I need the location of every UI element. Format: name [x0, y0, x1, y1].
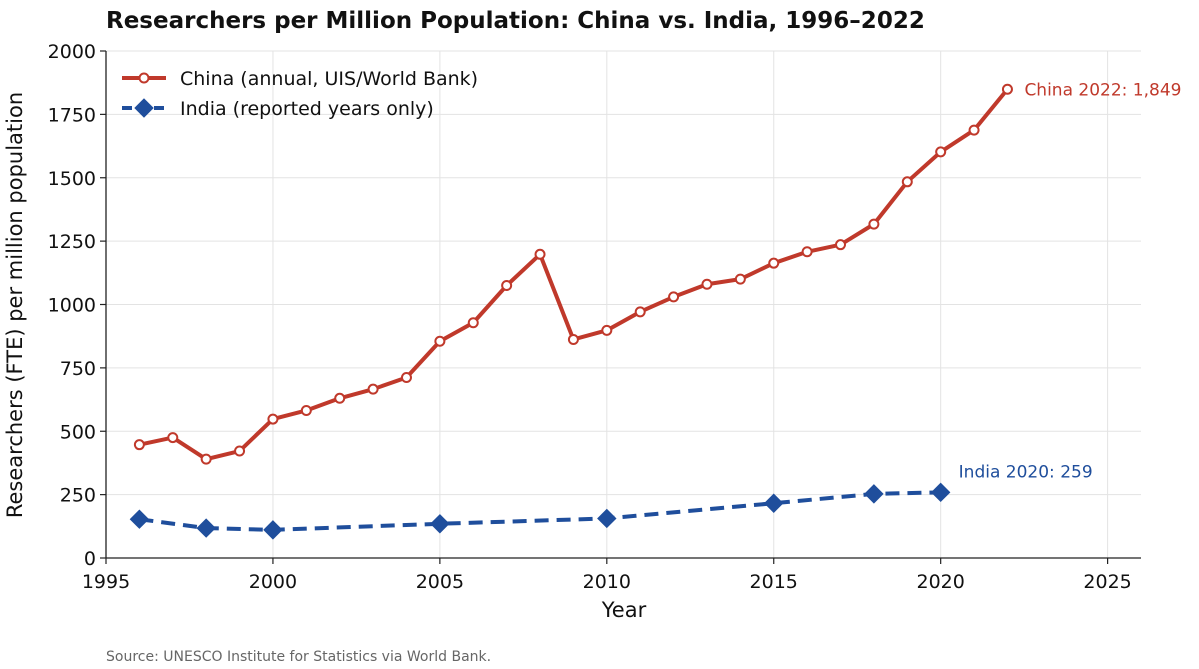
- data-point: [1001, 83, 1013, 95]
- chart-title: Researchers per Million Population: Chin…: [106, 8, 925, 34]
- data-point: [567, 333, 579, 345]
- data-point: [367, 383, 379, 395]
- y-axis-label: Researchers (FTE) per million population: [3, 92, 27, 518]
- data-point: [501, 279, 513, 291]
- data-point: [601, 324, 613, 336]
- legend-marker: [134, 98, 154, 118]
- y-tick-label: 750: [60, 358, 96, 380]
- source-note: Source: UNESCO Institute for Statistics …: [106, 649, 491, 665]
- series-layer: [129, 83, 1013, 540]
- data-point: [200, 453, 212, 465]
- y-tick-label: 1500: [48, 168, 96, 190]
- y-tick-label: 1250: [48, 231, 96, 253]
- series-line: [137, 87, 1010, 462]
- data-point: [597, 508, 617, 529]
- annotation-label: India 2020: 259: [959, 462, 1093, 482]
- annotations: China 2022: 1,849 India 2020: 259: [959, 80, 1182, 482]
- data-point: [935, 146, 947, 158]
- y-tick-label: 1750: [48, 104, 96, 126]
- legend-label: India (reported years only): [180, 98, 434, 120]
- data-point: [434, 335, 446, 347]
- y-tick-label: 1000: [48, 295, 96, 317]
- legend: China (annual, UIS/World Bank) India (rep…: [122, 68, 478, 120]
- axes: 0 250 500 750 1000 1250 1500 1750 2000 1995 2000 20…: [48, 41, 1141, 593]
- data-point: [901, 176, 913, 188]
- data-point: [734, 273, 746, 285]
- legend-marker: [138, 72, 150, 84]
- legend-item: China (annual, UIS/World Bank): [122, 68, 478, 90]
- data-point: [764, 493, 784, 513]
- data-point: [167, 432, 179, 444]
- annotation-label: China 2022: 1,849: [1024, 80, 1181, 100]
- x-tick-label: 2015: [750, 571, 798, 593]
- data-point: [668, 291, 680, 303]
- series-india: [129, 482, 951, 540]
- data-point: [263, 520, 283, 540]
- data-point: [300, 404, 312, 416]
- x-axis-label: Year: [601, 598, 647, 622]
- data-point: [868, 218, 880, 230]
- data-point: [467, 317, 479, 329]
- data-point: [430, 514, 450, 534]
- data-point: [968, 124, 980, 136]
- x-tick-label: 1995: [82, 571, 130, 593]
- x-tick-label: 2020: [916, 571, 964, 593]
- x-tick-label: 2000: [249, 571, 297, 593]
- data-point: [768, 257, 780, 269]
- grid: [105, 50, 1141, 559]
- series-line: [139, 490, 941, 532]
- legend-item: India (reported years only): [122, 98, 434, 120]
- x-tick-label: 2005: [416, 571, 464, 593]
- data-point: [400, 372, 412, 384]
- legend-label: China (annual, UIS/World Bank): [180, 68, 478, 90]
- data-point: [334, 392, 346, 404]
- data-point: [701, 278, 713, 290]
- x-tick-label: 2025: [1083, 571, 1131, 593]
- data-point: [801, 246, 813, 258]
- data-point: [864, 484, 884, 504]
- data-point: [133, 439, 145, 451]
- data-point: [634, 306, 646, 318]
- data-point: [930, 482, 951, 503]
- data-point: [129, 509, 150, 529]
- data-point: [234, 445, 246, 457]
- data-point: [196, 518, 216, 538]
- data-point: [267, 413, 279, 425]
- y-tick-label: 250: [60, 485, 96, 507]
- y-tick-label: 2000: [48, 41, 96, 63]
- data-point: [835, 239, 847, 251]
- x-tick-label: 2010: [583, 571, 631, 593]
- data-point: [534, 248, 546, 260]
- y-tick-label: 500: [60, 421, 96, 443]
- series-china: [133, 83, 1013, 465]
- y-tick-label: 0: [84, 548, 96, 570]
